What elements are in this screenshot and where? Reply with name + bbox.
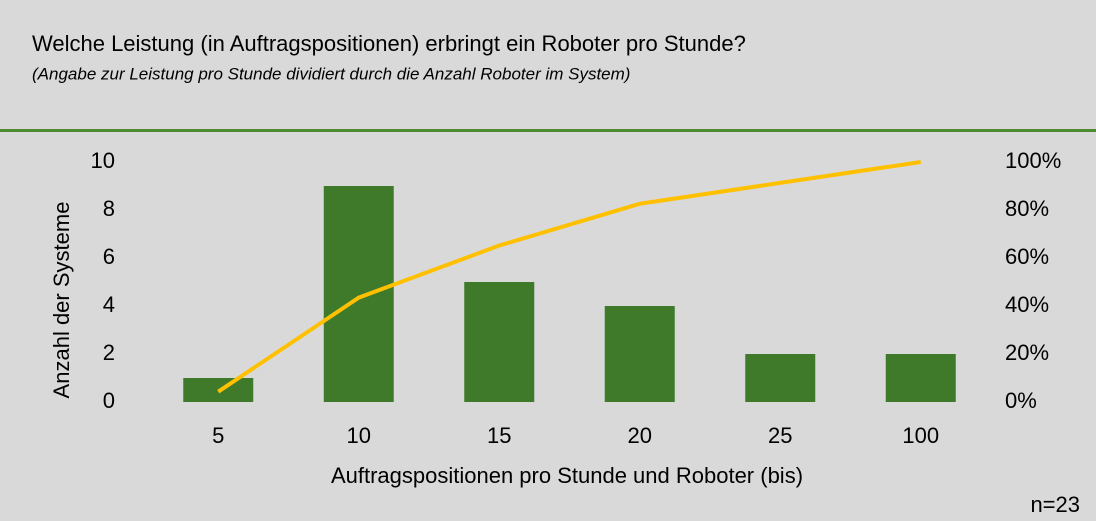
y2-tick-label: 0% (1005, 388, 1037, 413)
bar (464, 282, 535, 402)
y-tick-label: 10 (91, 148, 115, 173)
y-tick-label: 4 (103, 292, 115, 317)
y-tick-label: 2 (103, 340, 115, 365)
x-tick-label: 100 (902, 423, 939, 448)
y-axis-title: Anzahl der Systeme (49, 202, 74, 399)
divider (0, 129, 1096, 132)
line (217, 160, 922, 394)
bar (885, 354, 956, 402)
y2-tick-label: 60% (1005, 244, 1049, 269)
x-tick-label: 10 (347, 423, 371, 448)
y-tick-label: 0 (103, 388, 115, 413)
y-tick-label: 6 (103, 244, 115, 269)
y-tick-label: 8 (103, 196, 115, 221)
x-tick-label: 5 (212, 423, 224, 448)
chart-subtitle: (Angabe zur Leistung pro Stunde dividier… (32, 64, 630, 83)
y2-tick-label: 100% (1005, 148, 1061, 173)
y2-tick-label: 20% (1005, 340, 1049, 365)
y2-tick-label: 40% (1005, 292, 1049, 317)
bar (604, 306, 675, 402)
x-tick-label: 20 (628, 423, 652, 448)
chart-title: Welche Leistung (in Auftragspositionen) … (32, 31, 746, 56)
x-tick-label: 15 (487, 423, 511, 448)
x-axis-title: Auftragspositionen pro Stunde und Robote… (331, 463, 803, 488)
bar (745, 354, 816, 402)
note: n=23 (1030, 492, 1080, 517)
y2-tick-label: 80% (1005, 196, 1049, 221)
bar (323, 186, 394, 402)
x-tick-label: 25 (768, 423, 792, 448)
